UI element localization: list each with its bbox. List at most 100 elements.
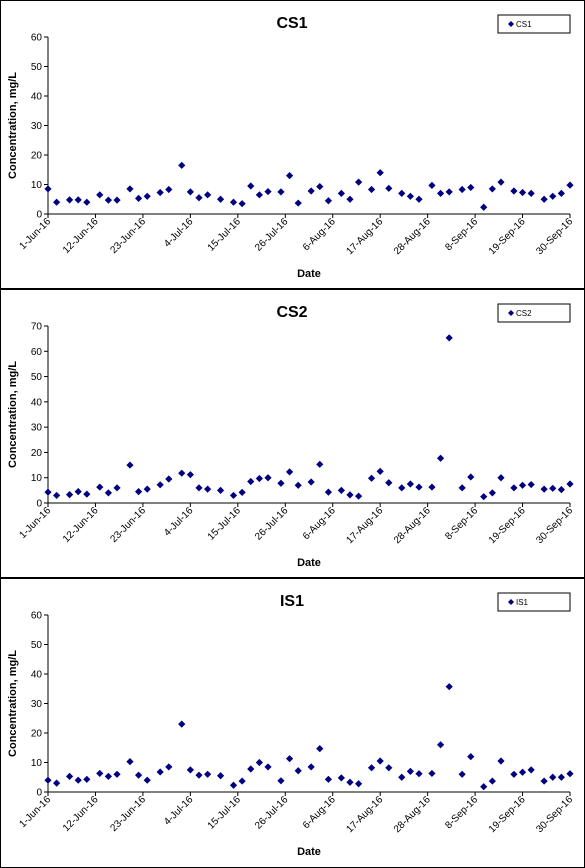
x-tick-label: 6-Aug-16 bbox=[301, 505, 338, 542]
data-point bbox=[436, 454, 445, 462]
data-point bbox=[134, 194, 143, 202]
data-point bbox=[557, 485, 565, 494]
data-point bbox=[156, 481, 164, 489]
data-point bbox=[355, 492, 363, 500]
data-point bbox=[316, 182, 324, 191]
x-tick-label: 8-Sep-16 bbox=[443, 505, 480, 542]
data-point bbox=[467, 473, 475, 481]
data-point bbox=[398, 189, 406, 197]
x-tick-label: 19-Sep-16 bbox=[487, 794, 528, 835]
data-point bbox=[346, 778, 354, 786]
data-point bbox=[44, 185, 52, 193]
data-point bbox=[316, 745, 324, 753]
data-point bbox=[337, 774, 345, 782]
data-point bbox=[488, 777, 496, 785]
data-point bbox=[264, 187, 272, 196]
x-tick-label: 4-Jul-16 bbox=[162, 794, 196, 828]
chart-title: CS1 bbox=[276, 15, 307, 32]
data-point bbox=[428, 181, 436, 189]
data-point bbox=[216, 486, 225, 494]
data-point bbox=[557, 189, 565, 197]
x-tick-label: 23-Jun-16 bbox=[108, 216, 148, 256]
legend-box bbox=[497, 303, 571, 323]
data-point bbox=[367, 185, 376, 194]
x-tick-label: 30-Sep-16 bbox=[534, 505, 575, 546]
x-axis-label: Date bbox=[297, 557, 321, 569]
x-tick-label: 8-Sep-16 bbox=[443, 216, 480, 253]
data-point bbox=[143, 485, 151, 493]
legend-marker bbox=[508, 310, 514, 316]
data-point bbox=[406, 480, 414, 488]
data-point bbox=[126, 758, 134, 766]
legend-label: CS2 bbox=[516, 309, 532, 318]
data-point bbox=[428, 483, 436, 491]
data-point bbox=[355, 178, 363, 186]
data-point bbox=[307, 478, 315, 486]
data-point bbox=[294, 481, 302, 489]
legend-marker bbox=[508, 599, 514, 605]
data-point bbox=[238, 488, 246, 496]
data-point bbox=[518, 768, 527, 776]
x-tick-label: 28-Aug-16 bbox=[392, 505, 433, 546]
data-point bbox=[53, 779, 61, 787]
data-point bbox=[480, 203, 488, 211]
y-tick-label: 20 bbox=[31, 448, 43, 459]
data-point bbox=[74, 488, 82, 496]
y-tick-label: 0 bbox=[36, 499, 42, 510]
data-point bbox=[294, 199, 302, 207]
data-point bbox=[480, 493, 488, 501]
data-point bbox=[398, 773, 406, 781]
data-point bbox=[143, 776, 151, 784]
x-tick-label: 26-Jul-16 bbox=[253, 505, 291, 543]
data-point bbox=[186, 471, 194, 479]
y-tick-label: 10 bbox=[31, 473, 43, 484]
data-point bbox=[277, 188, 285, 196]
data-point bbox=[134, 488, 143, 496]
x-tick-label: 8-Sep-16 bbox=[443, 794, 480, 831]
y-tick-label: 20 bbox=[31, 729, 43, 740]
data-point bbox=[255, 474, 263, 483]
data-point bbox=[96, 191, 104, 199]
data-point bbox=[165, 763, 173, 771]
x-tick-label: 23-Jun-16 bbox=[108, 505, 148, 545]
x-tick-label: 19-Sep-16 bbox=[487, 505, 528, 546]
data-point bbox=[316, 460, 324, 468]
data-point bbox=[376, 169, 384, 177]
data-point bbox=[65, 196, 74, 204]
y-tick-label: 40 bbox=[31, 397, 43, 408]
x-tick-label: 23-Jun-16 bbox=[108, 794, 148, 834]
data-point bbox=[346, 195, 354, 203]
data-point bbox=[143, 192, 151, 200]
chart-panel: IS1 0 10 20 30 40 50 60 1-Jun-16 12-Jun-16 23-Jun-… bbox=[0, 578, 585, 868]
data-point bbox=[510, 484, 518, 492]
y-tick-label: 0 bbox=[36, 788, 42, 799]
data-point bbox=[74, 196, 82, 204]
data-point bbox=[204, 191, 212, 199]
data-point bbox=[255, 758, 263, 767]
data-point bbox=[337, 189, 345, 197]
data-point bbox=[195, 771, 203, 779]
data-point bbox=[264, 474, 272, 482]
x-tick-label: 1-Jun-16 bbox=[17, 216, 53, 252]
data-point bbox=[165, 185, 173, 194]
data-point bbox=[458, 185, 466, 194]
data-point bbox=[376, 467, 384, 475]
data-point bbox=[104, 196, 112, 204]
y-tick-label: 30 bbox=[31, 121, 43, 132]
data-point bbox=[527, 189, 535, 197]
data-point bbox=[557, 773, 565, 781]
data-point bbox=[415, 195, 423, 203]
data-point bbox=[445, 188, 453, 196]
data-point bbox=[186, 766, 194, 774]
data-point bbox=[549, 773, 557, 781]
data-point bbox=[216, 195, 225, 203]
data-point bbox=[406, 767, 414, 775]
data-point bbox=[53, 491, 61, 500]
data-point bbox=[113, 196, 121, 204]
x-tick-label: 26-Jul-16 bbox=[253, 216, 291, 254]
data-point bbox=[458, 484, 466, 492]
data-point bbox=[285, 468, 294, 476]
data-point bbox=[376, 757, 384, 765]
data-point bbox=[540, 195, 548, 203]
data-point bbox=[480, 783, 488, 791]
